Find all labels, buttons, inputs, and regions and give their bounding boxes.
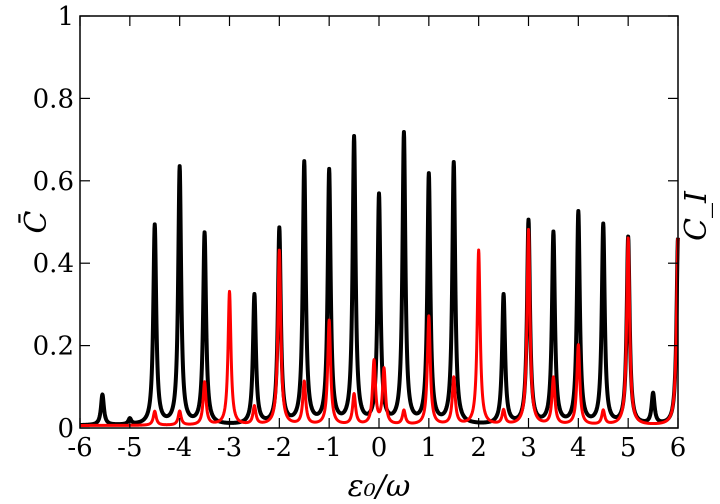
x-axis-label: ε₀/ω [348, 469, 411, 504]
y-axis-label: C̄ [18, 210, 54, 233]
x-tick-label: 6 [670, 433, 687, 463]
x-tick-label: 4 [570, 433, 587, 463]
x-tick-label: 3 [520, 433, 537, 463]
curves-layer [78, 130, 680, 427]
y-tick-label: 0.8 [33, 84, 74, 114]
x-tick-label: -2 [267, 433, 292, 463]
y-axis-label-right: C_I [679, 190, 714, 241]
tick-labels-layer: -6 -5 -4 -3 -2 -1 0 1 2 3 4 5 6 0 0.2 0.4 0.6 0.8 1 [33, 2, 687, 463]
series-1-line [78, 227, 680, 427]
x-tick-label: -4 [167, 433, 192, 463]
y-tick-label: 1 [57, 2, 74, 32]
x-tick-label: 0 [371, 433, 388, 463]
x-tick-label: -6 [67, 433, 92, 463]
x-tick-label: 2 [470, 433, 487, 463]
y-tick-label: 0.4 [33, 249, 74, 279]
series-0-line [78, 130, 680, 427]
y-tick-label: 0.2 [33, 332, 74, 362]
x-tick-label: -3 [217, 433, 242, 463]
x-tick-label: 5 [620, 433, 637, 463]
x-tick-label: 1 [421, 433, 438, 463]
y-tick-label: 0.6 [33, 167, 74, 197]
x-tick-label: -1 [317, 433, 342, 463]
y-tick-label: 0 [57, 414, 74, 444]
x-tick-label: -5 [117, 433, 142, 463]
ticks-layer [79, 15, 679, 429]
